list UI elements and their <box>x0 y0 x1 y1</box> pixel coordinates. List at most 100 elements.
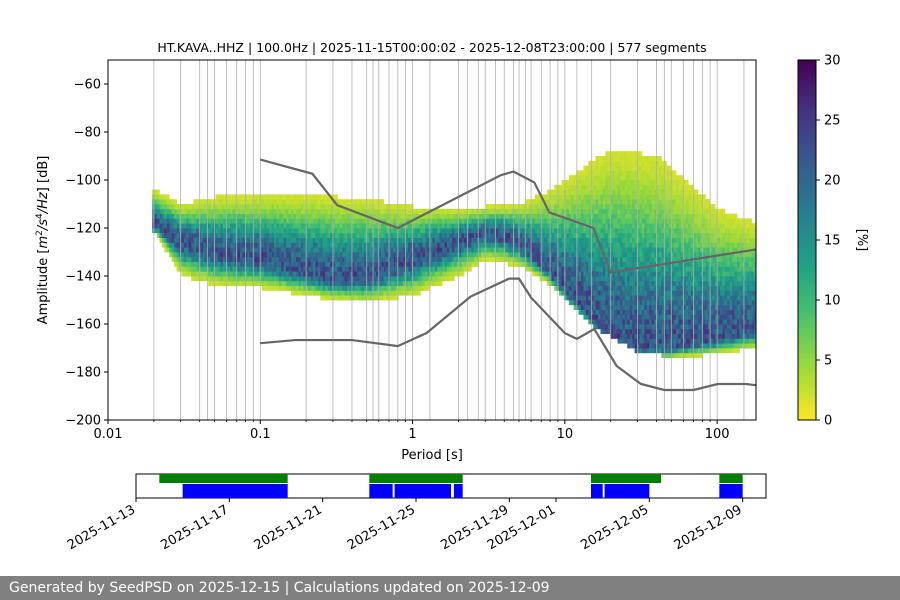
heatmap-cell <box>400 266 404 272</box>
heatmap-cell <box>293 204 297 210</box>
heatmap-cell <box>200 218 204 224</box>
heatmap-cell <box>239 204 243 210</box>
heatmap-cell <box>239 223 243 229</box>
heatmap-cell <box>646 295 650 301</box>
heatmap-cell <box>193 232 197 238</box>
heatmap-cell <box>695 228 699 234</box>
heatmap-cell <box>563 180 567 186</box>
heatmap-cell <box>680 319 684 325</box>
heatmap-cell <box>666 223 670 229</box>
heatmap-cell <box>673 228 677 234</box>
heatmap-cell <box>610 151 614 157</box>
heatmap-cell <box>281 280 285 286</box>
heatmap-cell <box>366 232 370 238</box>
heatmap-cell <box>264 276 268 282</box>
heatmap-cell <box>683 328 687 334</box>
heatmap-cell <box>393 266 397 272</box>
heatmap-cell <box>571 213 575 219</box>
heatmap-cell <box>622 156 626 162</box>
heatmap-cell <box>507 223 511 229</box>
heatmap-cell <box>658 242 662 248</box>
heatmap-cell <box>549 271 553 277</box>
heatmap-cell <box>420 252 424 258</box>
heatmap-cell <box>646 194 650 200</box>
heatmap-cell <box>327 218 331 224</box>
heatmap-cell <box>651 285 655 291</box>
heatmap-cell <box>627 242 631 248</box>
heatmap-cell <box>361 213 365 219</box>
heatmap-cell <box>624 213 628 219</box>
heatmap-cell <box>629 165 633 171</box>
heatmap-cell <box>641 295 645 301</box>
heatmap-cell <box>500 247 504 253</box>
heatmap-cell <box>617 328 621 334</box>
heatmap-cell <box>242 237 246 243</box>
heatmap-cell <box>546 228 550 234</box>
heatmap-cell <box>571 228 575 234</box>
heatmap-cell <box>478 256 482 262</box>
heatmap-cell <box>254 208 258 214</box>
heatmap-cell <box>607 165 611 171</box>
heatmap-cell <box>174 256 177 262</box>
heatmap-cell <box>186 213 190 219</box>
heatmap-cell <box>159 204 163 210</box>
heatmap-cell <box>566 213 570 219</box>
heatmap-cell <box>685 184 689 190</box>
heatmap-cell <box>398 208 402 214</box>
heatmap-cell <box>600 252 604 258</box>
heatmap-cell <box>344 280 348 286</box>
heatmap-cell <box>685 304 689 310</box>
heatmap-cell <box>646 165 650 171</box>
heatmap-cell <box>666 204 670 210</box>
heatmap-cell <box>600 271 604 277</box>
heatmap-cell <box>585 194 589 200</box>
heatmap-cell <box>656 276 660 282</box>
heatmap-cell <box>259 280 263 286</box>
heatmap-cell <box>607 204 611 210</box>
heatmap-cell <box>196 228 199 234</box>
heatmap-cell <box>388 247 392 253</box>
heatmap-cell <box>266 261 270 267</box>
heatmap-cell <box>395 223 399 229</box>
heatmap-cell <box>598 247 601 253</box>
heatmap-cell <box>668 333 672 339</box>
heatmap-cell <box>676 189 679 195</box>
heatmap-cell <box>273 271 277 277</box>
heatmap-cell <box>381 218 385 224</box>
heatmap-cell <box>237 223 241 229</box>
heatmap-cell <box>432 223 436 229</box>
heatmap-cell <box>369 290 372 296</box>
heatmap-cell <box>286 252 290 258</box>
heatmap-cell <box>449 242 453 248</box>
heatmap-cell <box>339 266 343 272</box>
heatmap-cell <box>403 218 406 224</box>
heatmap-cell <box>629 261 633 267</box>
heatmap-cell <box>666 319 670 325</box>
heatmap-cell <box>527 213 531 219</box>
heatmap-cell <box>593 314 597 320</box>
heatmap-cell <box>622 300 626 306</box>
heatmap-cell <box>671 213 674 219</box>
heatmap-cell <box>490 218 494 224</box>
heatmap-cell <box>259 271 263 277</box>
heatmap-cell <box>505 204 509 210</box>
heatmap-cell <box>646 252 650 258</box>
heatmap-cell <box>663 314 667 320</box>
heatmap-cell <box>661 199 665 205</box>
heatmap-cell <box>259 218 263 224</box>
heatmap-cell <box>661 218 665 224</box>
heatmap-cell <box>644 328 648 334</box>
heatmap-cell <box>446 276 450 282</box>
heatmap-cell <box>537 228 540 234</box>
heatmap-cell <box>181 271 185 277</box>
heatmap-cell <box>688 232 692 238</box>
heatmap-cell <box>244 261 248 267</box>
heatmap-cell <box>678 343 682 349</box>
heatmap-cell <box>217 223 221 229</box>
heatmap-cell <box>641 300 645 306</box>
heatmap-cell <box>393 247 397 253</box>
heatmap-cell <box>230 228 233 234</box>
heatmap-cell <box>629 256 633 262</box>
heatmap-cell <box>259 228 263 234</box>
heatmap-cell <box>210 276 214 282</box>
